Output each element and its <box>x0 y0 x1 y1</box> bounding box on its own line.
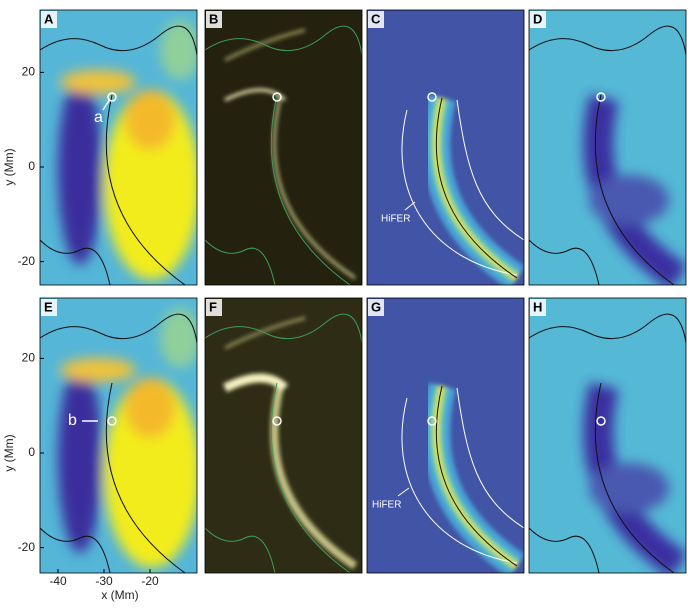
x-tick-label: -30 <box>95 574 113 588</box>
y-tick-label: 0 <box>28 445 35 459</box>
y-tick-label: -20 <box>18 540 36 554</box>
panel-label: D <box>533 11 542 26</box>
image-layer <box>222 316 358 570</box>
panel <box>40 10 197 285</box>
annotation: HiFER <box>381 214 410 225</box>
panel <box>205 298 362 573</box>
contour <box>529 25 686 285</box>
blob <box>58 75 102 265</box>
marker-circle <box>107 92 117 102</box>
contour <box>401 387 524 564</box>
marker-circle <box>272 92 282 102</box>
blob <box>160 20 197 80</box>
image-layer <box>58 20 197 280</box>
blob <box>589 175 669 225</box>
panel-frame <box>528 9 687 286</box>
panels: A B C D E F G Ha b HiFER HiFER 20 0 -20 20 0 -20 -40 -30 -2… <box>18 9 687 588</box>
marker-circle <box>427 92 437 102</box>
label-box <box>530 11 546 28</box>
x-axis-title: x (Mm) <box>101 588 138 602</box>
arrow <box>404 201 416 211</box>
panel-frame <box>366 297 525 574</box>
image-layer <box>58 308 197 568</box>
image-layer <box>583 382 686 573</box>
streak <box>224 28 306 62</box>
marker-circle <box>596 416 606 426</box>
contour <box>529 313 686 573</box>
panel <box>529 10 686 285</box>
x-tick-label: -40 <box>49 574 67 588</box>
panel <box>40 298 197 573</box>
contour <box>40 313 197 573</box>
panel <box>367 10 524 285</box>
blob <box>160 308 197 368</box>
arrow <box>102 98 111 111</box>
y-tick-label: -20 <box>18 254 36 268</box>
panel-bg <box>205 298 362 573</box>
label-box <box>206 11 222 28</box>
y-tick-label: 20 <box>22 351 36 365</box>
label-box <box>41 299 57 316</box>
label-box <box>530 299 546 316</box>
annotation: a <box>94 109 103 126</box>
contour <box>435 385 518 567</box>
streak <box>222 373 289 393</box>
panel-label: C <box>371 11 381 26</box>
image-layer <box>583 94 686 285</box>
panel <box>529 298 686 573</box>
y-axis-title: y (Mm) <box>2 148 16 185</box>
blob <box>58 363 102 553</box>
blob <box>104 90 197 280</box>
contour <box>435 97 518 279</box>
marker-circle <box>272 416 282 426</box>
panel-label: G <box>371 299 381 314</box>
y-tick-label: 20 <box>22 65 36 79</box>
blob <box>60 358 136 382</box>
blob <box>104 378 197 568</box>
blob <box>589 463 669 513</box>
y-axis-title: y (Mm) <box>2 434 16 471</box>
panel-label: F <box>209 299 217 314</box>
panel-label: A <box>44 11 54 26</box>
streak <box>224 316 306 350</box>
panel-bg <box>205 10 362 285</box>
panel-frame <box>39 9 198 286</box>
contour <box>40 25 197 285</box>
marker-circle <box>107 416 117 426</box>
label-box <box>206 299 222 316</box>
panel-frame <box>204 9 363 286</box>
y-tick-label: 0 <box>28 159 35 173</box>
marker-circle <box>427 416 437 426</box>
contour <box>205 313 362 573</box>
blob <box>125 378 175 438</box>
panel-frame <box>39 297 198 574</box>
label-box <box>368 299 384 316</box>
label-box <box>41 11 57 28</box>
contour <box>401 99 524 276</box>
panel <box>367 298 524 573</box>
contour <box>205 25 362 285</box>
panel-frame <box>366 9 525 286</box>
streak <box>270 385 358 570</box>
arrow <box>397 487 410 497</box>
label-box <box>368 11 384 28</box>
x-tick-label: -20 <box>141 574 159 588</box>
panel-label: B <box>209 11 218 26</box>
panel-frame <box>528 297 687 574</box>
annotation: b <box>68 412 77 429</box>
panel-label: H <box>533 299 542 314</box>
blob <box>60 70 136 94</box>
marker-circle <box>596 92 606 102</box>
annotation: HiFER <box>372 500 401 511</box>
blob <box>125 90 175 150</box>
panel <box>205 10 362 285</box>
streak <box>272 97 356 280</box>
panel-label: E <box>44 299 53 314</box>
panel-frame <box>204 297 363 574</box>
